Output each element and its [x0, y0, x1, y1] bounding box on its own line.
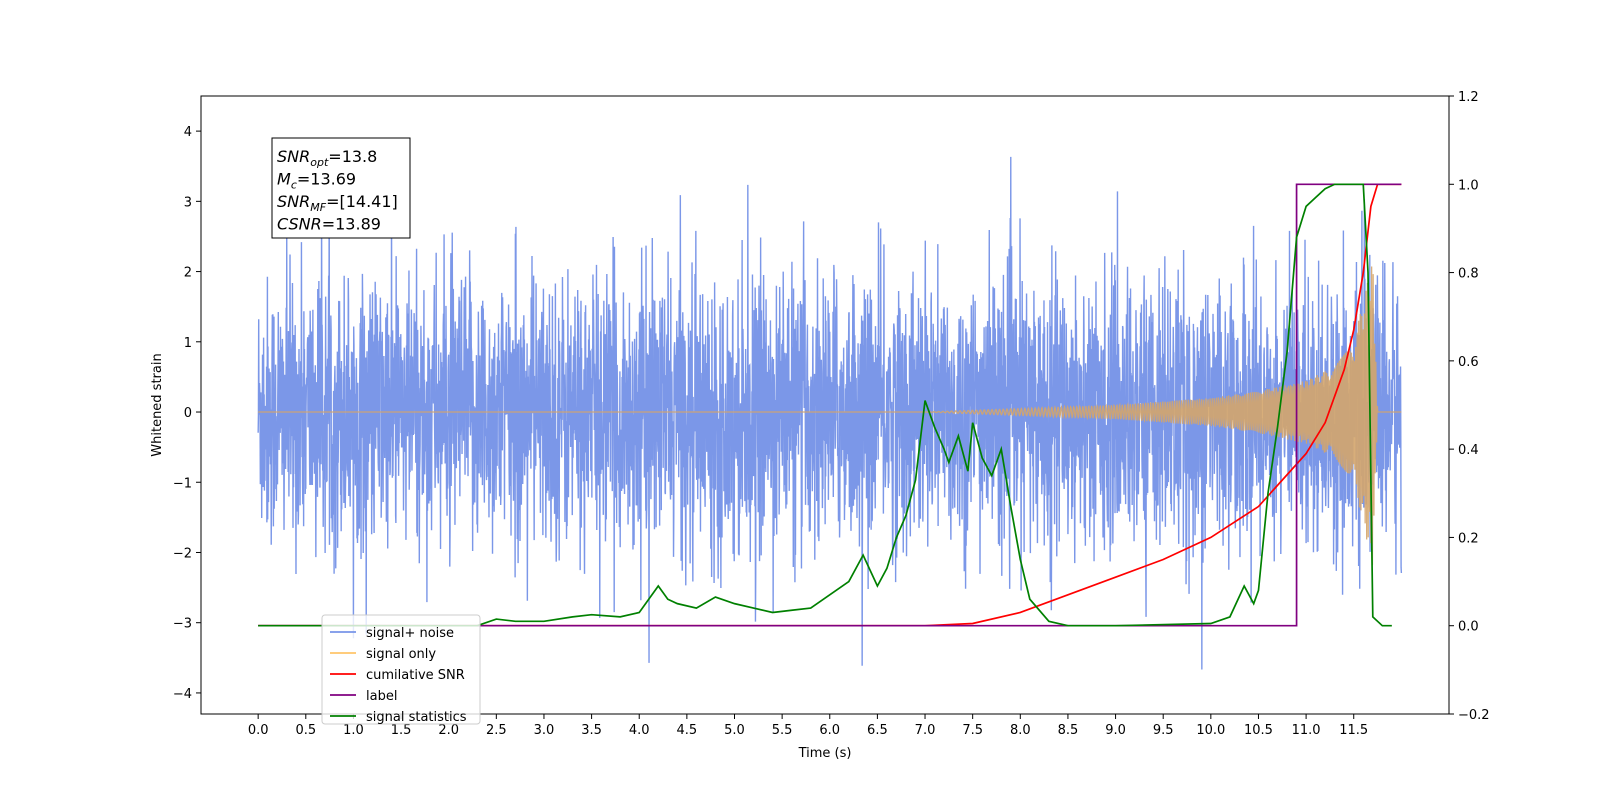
x-axis-label: Time (s): [798, 746, 852, 761]
right-tick-label: 1.0: [1458, 178, 1479, 193]
x-tick-label: 2.0: [438, 723, 459, 738]
x-tick-label: 10.5: [1244, 723, 1273, 738]
series-signal-noise: [257, 156, 1403, 670]
annotation-line: SNRMF=[14.41]: [277, 192, 398, 214]
right-tick-label: 0.4: [1458, 443, 1479, 458]
x-tick-label: 2.5: [486, 723, 507, 738]
plot-frame: [200, 95, 1450, 715]
x-axis-ticks: 0.0 0.5 1.0 1.5 2.0 2.5 3.0 3.5 4.0 4.5 5.0 5.5 6.0 6…: [248, 714, 1368, 738]
plot-area: [257, 156, 1403, 670]
x-tick-label: 1.0: [343, 723, 364, 738]
left-tick-label: 4: [184, 125, 192, 140]
left-tick-label: 2: [184, 266, 192, 281]
x-tick-label: 4.0: [629, 723, 650, 738]
legend-label: signal+ noise: [366, 626, 454, 641]
x-tick-label: 7.5: [962, 723, 983, 738]
x-tick-label: 11.5: [1339, 723, 1368, 738]
stats-annotation: SNRopt=13.8Mc=13.69SNRMF=[14.41]CSNR=13.…: [271, 137, 411, 239]
annotation-line: SNRopt=13.8: [277, 147, 377, 169]
x-tick-label: 7.0: [915, 723, 936, 738]
y-axis-label: Whitened strain: [150, 353, 165, 456]
left-tick-label: 0: [184, 406, 192, 421]
x-tick-label: 8.0: [1010, 723, 1031, 738]
x-tick-label: 3.0: [534, 723, 555, 738]
series-cumulative-snr: [258, 183, 1402, 627]
right-tick-label: 1.2: [1458, 90, 1479, 105]
x-tick-label: 5.5: [772, 723, 793, 738]
legend-label: signal statistics: [366, 710, 467, 725]
legend-box: [321, 614, 481, 725]
x-tick-label: 9.5: [1153, 723, 1174, 738]
x-tick-label: 1.5: [391, 723, 412, 738]
right-tick-label: 0.6: [1458, 355, 1479, 370]
right-tick-label: −0.2: [1458, 708, 1490, 723]
right-axis-ticks: 1.2 1.0 0.8 0.6 0.4 0.2 0.0 −0.2: [1449, 90, 1490, 723]
legend-label: signal only: [366, 647, 436, 662]
x-tick-label: 6.0: [819, 723, 840, 738]
annotation-box: [271, 137, 411, 239]
legend-label: label: [366, 689, 397, 704]
left-axis-ticks: 4 3 2 1 0 −1 −2 −3 −4: [173, 125, 201, 702]
left-tick-label: −2: [173, 546, 192, 561]
x-tick-label: 11.0: [1292, 723, 1321, 738]
x-tick-label: 9.0: [1105, 723, 1126, 738]
series-signal-statistics: [258, 183, 1392, 627]
legend: signal+ noise signal only cumilative SNR la…: [321, 614, 481, 725]
x-tick-label: 0.0: [248, 723, 269, 738]
x-tick-label: 10.0: [1196, 723, 1225, 738]
x-tick-label: 0.5: [295, 723, 316, 738]
series-signal-only: [258, 266, 1402, 565]
left-tick-label: 1: [184, 336, 192, 351]
left-tick-label: −3: [173, 617, 192, 632]
x-tick-label: 3.5: [581, 723, 602, 738]
x-tick-label: 6.5: [867, 723, 888, 738]
left-tick-label: −1: [173, 476, 192, 491]
annotation-line: CSNR=13.89: [277, 215, 381, 234]
x-tick-label: 8.5: [1058, 723, 1079, 738]
right-tick-label: 0.0: [1458, 620, 1479, 635]
x-tick-label: 5.0: [724, 723, 745, 738]
left-tick-label: 3: [184, 195, 192, 210]
left-tick-label: −4: [173, 687, 192, 702]
legend-label: cumilative SNR: [366, 668, 465, 683]
right-tick-label: 0.8: [1458, 267, 1479, 282]
x-tick-label: 4.5: [677, 723, 698, 738]
annotation-line: Mc=13.69: [277, 170, 356, 192]
right-tick-label: 0.2: [1458, 531, 1479, 546]
